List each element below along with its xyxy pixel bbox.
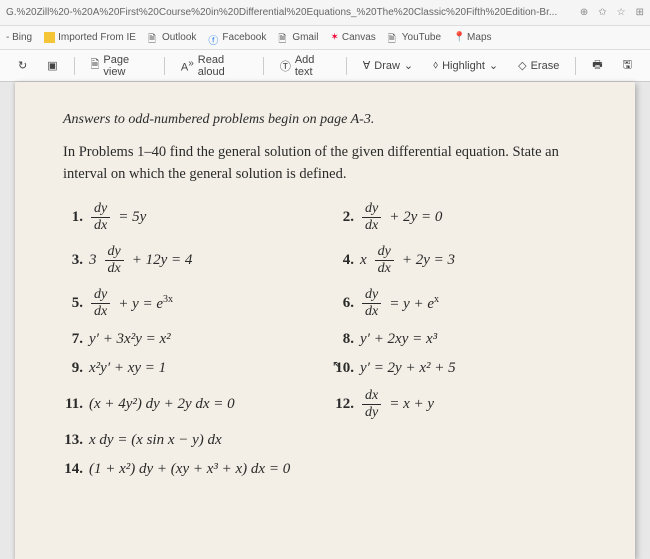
draw-button[interactable]: ∀Draw⌄ [355,55,421,76]
address-bar: G.%20Zill%20-%20A%20First%20Course%20in%… [0,0,650,26]
answers-note: Answers to odd-numbered problems begin o… [63,112,595,128]
bookmark-youtube[interactable]: 🗎YouTube [388,32,441,43]
problem-7: 7. y′ + 3x²y = x² [63,331,324,348]
problem-3: 3. 3 dydx + 12y = 4 [63,245,324,276]
pdf-toolbar: ↻ ▣ 🗎Page view A»Read aloud ⓉAdd text ∀D… [0,50,650,82]
problem-4: 4. x dydx + 2y = 3 [334,245,595,276]
page-view-button[interactable]: 🗎Page view [83,50,156,82]
highlight-button[interactable]: ⬨Highlight⌄ [425,55,506,76]
problem-8: 8. y′ + 2xy = x³ [334,331,595,348]
problem-5: 5. dydx + y = e3x [63,288,324,319]
highlight-icon: ⬨ [433,59,438,72]
erase-icon: ◇ [518,59,526,72]
instructions: In Problems 1–40 find the general soluti… [63,142,595,186]
favorite-icon[interactable]: ✩ [598,7,606,18]
document-page: Answers to odd-numbered problems begin o… [15,82,635,559]
pin-icon: 📍 [453,32,464,43]
view-toggle-button[interactable]: ▣ [39,55,65,76]
problem-2: 2. dydx + 2y = 0 [334,202,595,233]
star-icon[interactable]: ☆ [617,7,626,18]
bookmark-canvas[interactable]: ✶Canvas [330,32,375,43]
chevron-down-icon: ⌄ [404,59,413,72]
page-icon: 🗎 [91,56,100,75]
page-icon: 🗎 [278,32,289,43]
erase-button[interactable]: ◇Erase [510,55,567,76]
save-button[interactable]: 🖫 [615,52,640,79]
problem-9: 9. x²y′ + xy = 1 [63,360,324,377]
print-button[interactable]: 🖶 [584,52,610,79]
page-viewport: Answers to odd-numbered problems begin o… [0,82,650,559]
problem-11: 11. (x + 4y²) dy + 2y dx = 0 [63,389,324,420]
problem-1: 1. dydx = 5y [63,202,324,233]
bookmark-facebook[interactable]: ⓕFacebook [208,32,266,43]
facebook-icon: ⓕ [208,32,219,43]
url-text: G.%20Zill%20-%20A%20First%20Course%20in%… [6,7,570,18]
zoom-icon[interactable]: ⊕ [580,7,588,18]
page-icon: 🗎 [388,32,399,43]
problem-14: 14. (1 + x²) dy + (xy + x³ + x) dx = 0 [63,461,595,478]
bookmark-maps[interactable]: 📍Maps [453,32,491,43]
read-aloud-button[interactable]: A»Read aloud [173,50,255,82]
problem-10: 10. y′ = 2y + x² + 5 [334,360,595,377]
problem-12: 12. dxdy = x + y [334,389,595,420]
rotate-button[interactable]: ↻ [10,55,35,76]
page-icon: 🗎 [148,32,159,43]
bookmark-gmail[interactable]: 🗎Gmail [278,32,318,43]
draw-icon: ∀ [363,59,371,72]
add-text-button[interactable]: ⓉAdd text [272,50,338,82]
bookmark-outlook[interactable]: 🗎Outlook [148,32,196,43]
problem-6: 6. dydx = y + ex [334,288,595,319]
problem-13: 13. x dy = (x sin x − y) dx [63,432,595,449]
problem-list: 1. dydx = 5y 2. dydx + 2y = 0 3. 3 dydx … [63,202,595,478]
bookmark-bing[interactable]: - Bing [6,32,32,43]
app-icon[interactable]: ⊞ [636,7,644,18]
text-icon: Ⓣ [280,58,291,74]
bookmarks-bar: - Bing Imported From IE 🗎Outlook ⓕFacebo… [0,26,650,50]
bookmark-imported[interactable]: Imported From IE [44,32,136,43]
chevron-down-icon: ⌄ [489,59,498,72]
